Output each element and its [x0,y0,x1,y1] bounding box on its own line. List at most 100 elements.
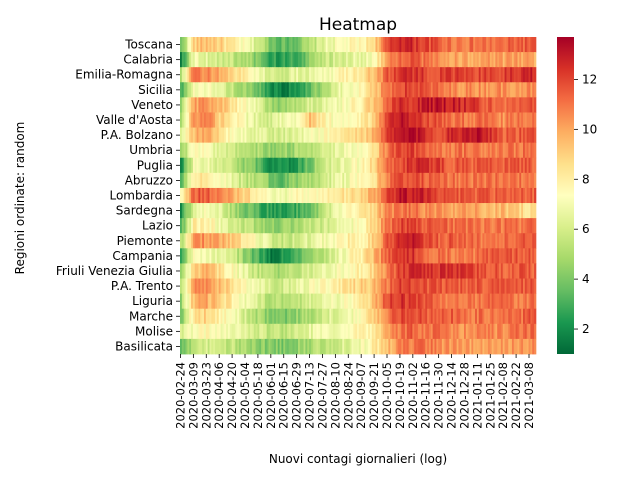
heatmap-cell [410,308,413,325]
heatmap-cell [510,112,513,128]
heatmap-cell [412,233,415,249]
heatmap-cell [500,293,504,310]
heatmap-cell [436,82,439,98]
heatmap-cell [253,37,257,53]
heatmap-cell [486,203,489,219]
heatmap-cell [194,187,197,204]
heatmap-cell [200,248,203,264]
heatmap-cell [458,323,461,340]
y-tick-label: Marche [129,309,173,323]
heatmap-cell [493,263,496,279]
heatmap-cell [528,263,531,279]
heatmap-cell [473,308,476,325]
heatmap-cell [384,82,387,98]
heatmap-cell [272,263,275,279]
heatmap-cell [377,142,380,159]
heatmap-cell [325,308,328,325]
heatmap-cell [320,293,323,310]
heatmap-cell [275,278,279,295]
heatmap-cell [526,157,529,174]
heatmap-cell [342,67,345,83]
heatmap-cell [185,218,188,234]
heatmap-cell [298,218,301,234]
heatmap-cell [408,157,411,174]
heatmap-cell [259,233,262,249]
heatmap-cell [351,67,354,83]
heatmap-cell [428,308,432,325]
heatmap-cell [181,112,185,128]
heatmap-cell [425,203,428,219]
heatmap-cell [534,293,537,310]
heatmap-cell [307,218,310,234]
y-tick-label: Toscana [124,38,173,52]
heatmap-cell [401,142,404,159]
heatmap-cell [388,187,391,204]
heatmap-cell [279,323,282,340]
heatmap-cell [440,37,443,53]
heatmap-cell [189,293,192,310]
heatmap-cell [471,248,474,264]
heatmap-cell [390,82,393,98]
heatmap-cell [215,248,218,264]
heatmap-cell [303,82,306,98]
heatmap-cell [393,142,397,159]
heatmap-cell [262,157,266,174]
heatmap-cell [322,127,325,144]
heatmap-cell [301,187,304,204]
heatmap-cell [528,127,531,144]
heatmap-cell [515,67,518,83]
heatmap-cell [290,218,293,234]
heatmap-cell [347,248,351,264]
heatmap-cell [261,308,264,325]
heatmap-cell [296,233,299,249]
heatmap-cell [469,187,472,204]
heatmap-cell [274,67,277,83]
heatmap-cell [371,293,375,310]
heatmap-cell [467,218,470,234]
heatmap-cell [349,127,352,144]
heatmap-cell [425,172,428,189]
heatmap-cell [185,323,188,340]
heatmap-cell [261,278,264,295]
heatmap-cell [369,172,373,189]
heatmap-cell [379,278,382,295]
heatmap-cell [305,278,308,295]
heatmap-cell [521,52,524,68]
heatmap-cell [257,187,260,204]
heatmap-cell [294,67,297,83]
heatmap-cell [502,157,505,174]
heatmap-cell [211,67,214,83]
heatmap-cell [314,233,317,249]
heatmap-cell [338,278,341,295]
heatmap-cell [285,112,288,128]
heatmap-cell [192,338,196,355]
heatmap-cell [216,82,220,98]
heatmap-cell [447,233,450,249]
heatmap-cell [443,97,446,113]
heatmap-cell [530,293,533,310]
heatmap-cell [440,82,443,98]
heatmap-cell [441,142,445,159]
heatmap-cell [506,127,509,144]
heatmap-cell [417,203,421,219]
heatmap-cell [309,142,312,159]
heatmap-cell [314,157,317,174]
heatmap-cell [314,338,317,355]
heatmap-cell [502,82,505,98]
heatmap-cell [274,112,277,128]
heatmap-cell [213,203,216,219]
heatmap-cell [404,142,408,159]
heatmap-cell [314,218,317,234]
heatmap-cell [322,142,325,159]
heatmap-cell [430,112,434,128]
heatmap-cell [388,263,391,279]
heatmap-cell [353,82,356,98]
heatmap-cell [377,293,380,310]
heatmap-cell [266,142,269,159]
heatmap-cell [473,203,476,219]
heatmap-cell [513,82,517,98]
heatmap-cell [452,82,456,98]
heatmap-cell [397,82,400,98]
heatmap-cell [185,172,188,189]
heatmap-cell [334,127,338,144]
